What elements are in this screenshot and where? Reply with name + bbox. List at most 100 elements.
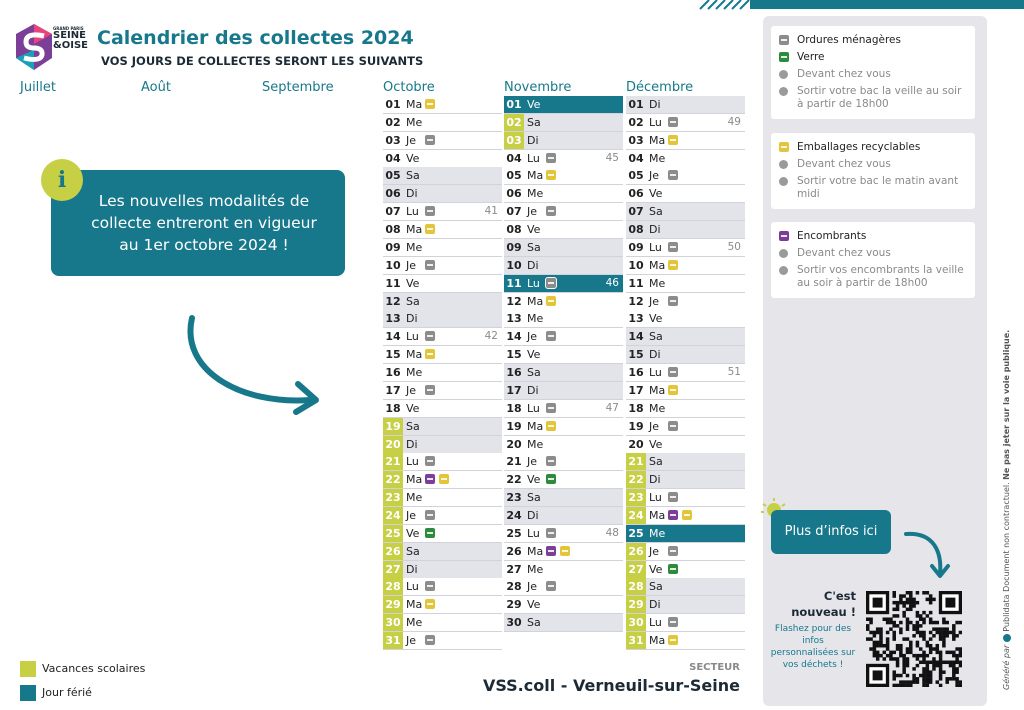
qr-module [879,653,883,658]
day-number: 23 [506,491,522,505]
qr-module [866,624,870,628]
info-icon: i [41,159,83,201]
collection-icon [546,152,556,163]
day-number: 05 [628,169,644,183]
day-number: 09 [506,240,522,254]
qr-module [895,607,900,612]
qr-module [932,657,936,661]
qr-module [915,627,920,631]
qr-module [905,620,910,625]
weekday: Lu [527,401,540,415]
weekday: Ve [406,276,420,290]
day-number: 16 [628,366,644,380]
qr-module [879,640,883,645]
day-row: 13 Ve [626,310,745,329]
day-number: 22 [626,471,646,489]
qr-module [899,673,903,678]
qr-module [942,660,946,665]
qr-module [955,670,959,674]
qr-module [895,683,900,687]
collection-info: Devant chez vous [777,158,969,171]
qr-module [925,597,930,602]
qr-module [925,653,930,658]
qr-module [872,597,883,608]
qr-module [909,597,913,602]
day-number: 16 [506,366,522,380]
qr-module [889,617,893,621]
info-icon [779,266,788,275]
qr-module [942,627,946,631]
qr-module [879,643,883,648]
day-row: 09 Lu 50 [626,238,745,257]
qr-module [922,657,926,661]
side-note-part: Ne pas jeter sur la voie publique. [1002,329,1011,480]
qr-module [892,630,896,635]
qr-module [935,680,940,684]
qr-module [922,673,926,678]
qr-module [902,667,906,671]
day-row: 28 Lu [383,578,502,597]
sector-name: VSS.coll - Verneuil-sur-Seine [482,676,740,695]
qr-module [922,617,926,621]
day-number: 10 [385,258,401,272]
qr-module [955,653,959,658]
qr-module [958,647,962,651]
collection-icon [546,581,556,592]
weekday: Ma [649,258,666,272]
qr-module [955,657,959,661]
day-row: 11 Me [626,274,745,293]
more-info-button[interactable]: Plus d’infos ici [771,510,891,554]
qr-module [922,637,926,641]
weekday: Ve [527,598,541,612]
qr-module [938,670,943,674]
day-row: 15 Ve [504,346,623,365]
qr-module [909,620,913,625]
collection-icon [425,134,435,145]
day-number: 24 [383,507,403,524]
day-number: 15 [628,348,644,362]
top-decoration [699,0,1024,10]
waste-type: Encombrants [777,230,969,243]
info-text: Devant chez vous [797,158,891,170]
collection-icon [546,295,556,306]
day-row: 04 Me [626,149,745,168]
qr-module [875,643,880,648]
qr-module [899,600,903,605]
qr-module [935,643,940,648]
weekday: Lu [649,366,662,380]
day-row: 31 Ma [626,632,745,651]
qr-module [912,597,916,602]
weekday: Ve [649,562,663,576]
weekday: Me [527,562,544,576]
weekday: Sa [649,580,663,594]
qr-module [938,627,943,631]
collection-icon [425,474,435,485]
weekday: Je [527,205,538,219]
qr-module [942,670,946,674]
day-row: 23 Lu [626,489,745,508]
day-row: 18 Lu 47 [504,399,623,418]
qr-module [948,663,953,668]
weekday: Lu [406,205,419,219]
weekday: Ve [649,437,663,451]
qr-module [945,660,949,665]
day-number: 08 [628,223,644,237]
qr-module [932,667,936,671]
collection-icon [425,206,435,217]
qr-module [922,610,926,615]
qr-module [915,624,920,628]
day-row: 04 Lu 45 [504,149,623,168]
qr-module [885,653,890,658]
weekday: Di [406,187,418,201]
qr-module [952,670,956,674]
qr-module [912,680,916,684]
day-row: 24 Di [504,507,623,525]
qr-module [905,627,910,631]
qr-module [958,630,962,635]
day-number: 31 [626,632,646,650]
qr-module [945,650,949,655]
weekday: Ve [527,98,541,111]
weekday: Ve [406,526,420,540]
waste-icon [779,231,789,241]
qr-module [955,660,959,665]
